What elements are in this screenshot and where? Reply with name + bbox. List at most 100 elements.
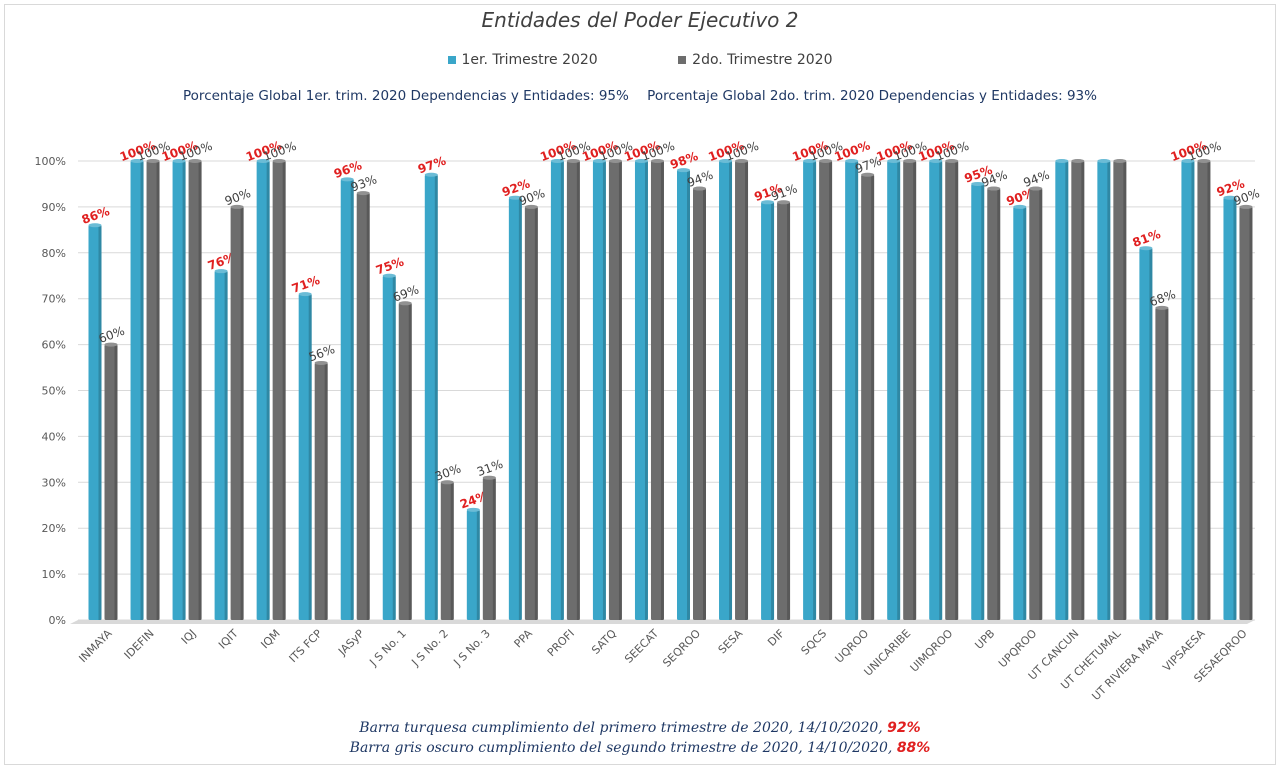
- footer-line-2-text: Barra gris oscuro cumplimiento del segun…: [349, 740, 893, 756]
- bar-cap-highlight: [550, 159, 564, 163]
- y-tick-label: 80%: [42, 247, 66, 260]
- bar-cap-highlight: [803, 159, 817, 163]
- bar-q1: [172, 161, 186, 620]
- bar-cap: [1055, 159, 1069, 163]
- y-tick-label: 50%: [42, 385, 66, 398]
- bar-q2: [1155, 307, 1169, 620]
- bar-cap-highlight: [566, 159, 580, 163]
- bar-q2: [1197, 161, 1211, 620]
- y-tick-label: 40%: [42, 430, 66, 443]
- bar-shade: [408, 303, 412, 620]
- x-tick-label: SESA: [716, 627, 746, 657]
- bar-shade: [282, 161, 286, 620]
- bar-cap: [845, 159, 859, 163]
- bar-shade: [576, 161, 580, 620]
- bar-cap: [592, 159, 606, 163]
- x-tick-label: J S No. 3: [451, 627, 493, 669]
- bar-shade: [997, 188, 1001, 621]
- bar-cap-highlight: [987, 186, 1001, 191]
- bar-q1: [845, 161, 859, 620]
- bar-shade: [745, 161, 749, 620]
- bar-cap: [1223, 195, 1237, 200]
- footer-line-1: Barra turquesa cumplimiento del primero …: [0, 718, 1280, 738]
- bar-cap-highlight: [1155, 305, 1169, 310]
- bar-cap: [550, 159, 564, 163]
- bar-shade: [829, 161, 833, 620]
- bar-q1: [1181, 161, 1195, 620]
- bar-cap: [172, 159, 186, 163]
- bar-shade: [703, 188, 706, 621]
- bar-shade: [114, 344, 118, 620]
- bar-shade: [98, 225, 102, 620]
- bar-q1: [256, 161, 270, 620]
- bar-cap: [803, 159, 817, 163]
- bar-shade: [981, 183, 985, 620]
- bar-shade: [350, 179, 354, 621]
- bar-q2: [1071, 161, 1085, 620]
- bar-q1: [887, 161, 901, 620]
- chart-title: Entidades del Poder Ejecutivo 2: [481, 8, 799, 32]
- bar-shade: [1249, 206, 1253, 620]
- bar-shade: [240, 206, 244, 620]
- bar-shade: [1149, 248, 1153, 620]
- bar-shade: [308, 294, 312, 620]
- bar-shade: [813, 161, 817, 620]
- y-tick-label: 10%: [42, 568, 66, 581]
- bar-cap: [634, 159, 648, 163]
- bar-cap: [314, 360, 328, 365]
- footer-line-1-text: Barra turquesa cumplimiento del primero …: [359, 720, 883, 736]
- bar-q1: [1013, 206, 1027, 620]
- footer-notes: Barra turquesa cumplimiento del primero …: [0, 718, 1280, 758]
- bar-cap-highlight: [466, 507, 480, 512]
- bar-q1: [803, 161, 817, 620]
- bar-cap: [188, 159, 202, 163]
- bar-cap-highlight: [256, 159, 270, 163]
- bar-cap: [440, 480, 454, 485]
- bar-cap: [340, 177, 354, 182]
- bar-cap: [1181, 159, 1195, 163]
- bar-cap-highlight: [104, 342, 118, 347]
- bar-shade: [939, 161, 943, 620]
- bar-shade: [1065, 161, 1069, 620]
- bar-shade: [687, 170, 690, 620]
- bar-q1: [929, 161, 943, 620]
- bar-cap: [214, 269, 228, 274]
- bar-shade: [1191, 161, 1195, 620]
- bar-shade: [660, 161, 664, 620]
- y-tick-label: 60%: [42, 339, 66, 352]
- x-tick-label: DIF: [765, 627, 787, 649]
- bar-cap-highlight: [482, 475, 496, 480]
- bar-q2: [524, 206, 538, 620]
- bar-cap-highlight: [424, 172, 438, 177]
- bar-cap: [719, 159, 733, 163]
- bar-cap: [1097, 159, 1111, 163]
- bar-cap: [887, 159, 901, 163]
- global-percentage-q1: Porcentaje Global 1er. trim. 2020 Depend…: [183, 88, 629, 104]
- bar-q2: [945, 161, 959, 620]
- bar-cap: [1197, 159, 1211, 163]
- legend-label-q1: 1er. Trimestre 2020: [461, 52, 598, 68]
- bar-cap: [356, 191, 370, 196]
- bar-cap-highlight: [719, 159, 733, 163]
- bar-q1: [508, 197, 522, 620]
- bar-shade: [156, 161, 160, 620]
- bar-shade: [1165, 307, 1169, 620]
- bar-q2: [104, 344, 118, 620]
- bar-cap-highlight: [340, 177, 354, 182]
- footer-line-2-pct: 88%: [896, 740, 931, 756]
- bar-cap: [1239, 204, 1253, 209]
- bar-cap-highlight: [634, 159, 648, 163]
- bar-q2: [566, 161, 580, 620]
- bar-q2: [398, 303, 412, 620]
- bar-cap: [929, 159, 943, 163]
- bar-q2: [314, 362, 328, 620]
- bar-q1: [592, 161, 606, 620]
- bar-q1: [550, 161, 564, 620]
- bar-shade: [897, 161, 901, 620]
- legend-label-q2: 2do. Trimestre 2020: [692, 52, 833, 68]
- bar-shade: [1107, 161, 1111, 620]
- bar-shade: [560, 161, 564, 620]
- global-percentage-line: Porcentaje Global 1er. trim. 2020 Depend…: [0, 88, 1280, 104]
- x-tick-label: ITS FCP: [287, 627, 326, 666]
- bar-cap-highlight: [929, 159, 943, 163]
